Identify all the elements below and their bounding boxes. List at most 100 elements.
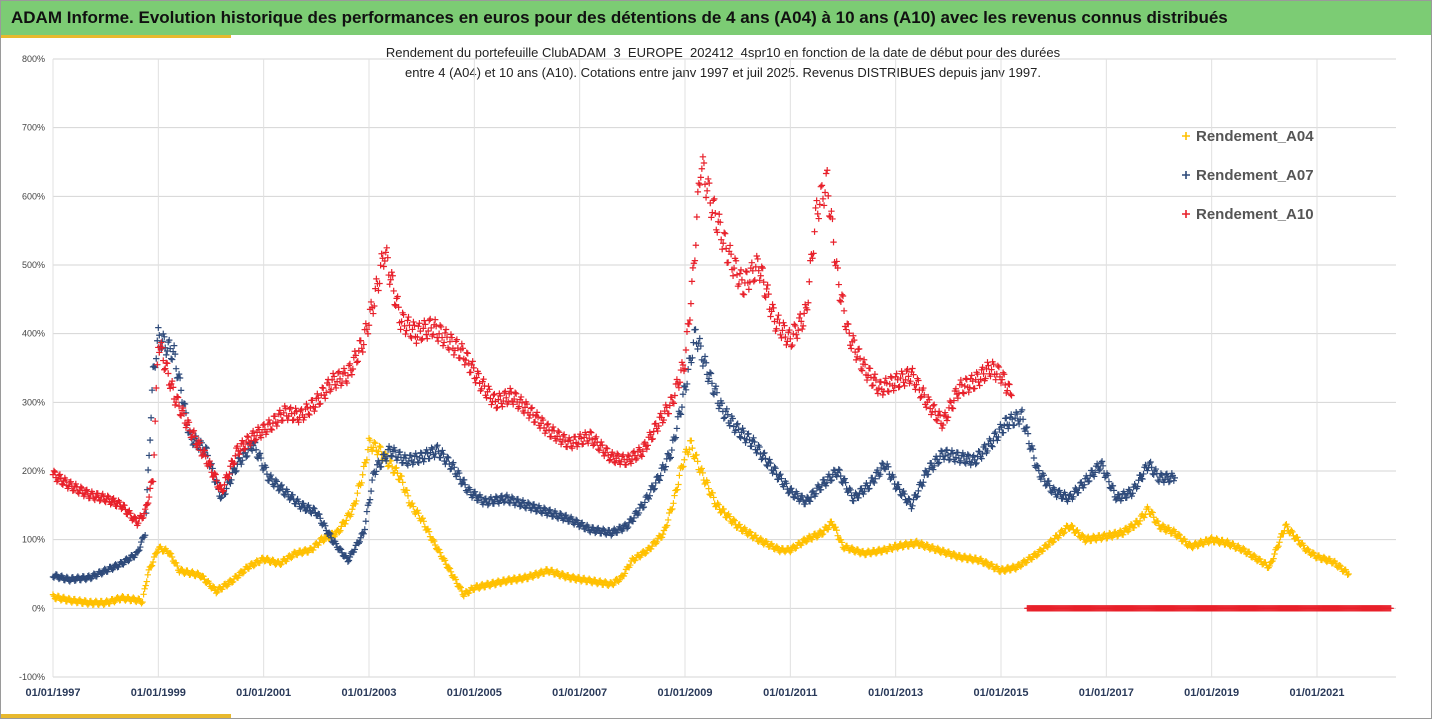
rendement_a10-point (161, 367, 167, 373)
y-tick-label: 600% (22, 191, 45, 201)
rendement_a10-point (320, 385, 326, 391)
rendement_a04-point (145, 572, 151, 578)
rendement_a10-point (389, 269, 395, 275)
rendement_a04-point (144, 578, 150, 584)
rendement_a10-point (387, 281, 393, 287)
rendement_a10-point (818, 184, 824, 190)
rendement_a07-point (836, 466, 842, 472)
rendement_a10-point (341, 365, 347, 371)
y-tick-label: 800% (22, 54, 45, 64)
rendement_a10-point (709, 209, 715, 215)
rendement_a07-point (764, 463, 770, 469)
rendement_a07-point (151, 363, 157, 369)
rendement_a07-point (994, 437, 1000, 443)
rendement_a10-point (875, 390, 881, 396)
rendement_a07-point (273, 477, 279, 483)
rendement_a10-point (936, 408, 942, 414)
rendement_a07-point (155, 324, 161, 330)
rendement_a10-point (688, 300, 694, 306)
rendement_a07-point (485, 502, 491, 508)
rendement_a07-point (694, 346, 700, 352)
x-tick-label: 01/01/2001 (236, 687, 291, 699)
rendement_a10-point (392, 303, 398, 309)
rendement_a10-point (716, 211, 722, 217)
rendement_a10-point (555, 428, 561, 434)
rendement_a10-point (397, 326, 403, 332)
data-points (50, 154, 1394, 612)
rendement_a04-point (369, 448, 375, 454)
rendement_a07-point (702, 353, 708, 359)
rendement_a07-point (915, 488, 921, 494)
rendement_a10-point (319, 384, 325, 390)
chart-subtitle: entre 4 (A04) et 10 ans (A10). Cotations… (405, 65, 1041, 80)
rendement_a07-point (148, 415, 154, 421)
rendement_a07-point (169, 356, 175, 362)
rendement_a10-point (778, 335, 784, 341)
rendement_a10-point (437, 322, 443, 328)
rendement_a10-point (623, 462, 629, 468)
rendement_a04-point (675, 481, 681, 487)
rendement_a10-point (821, 202, 827, 208)
rendement_a04-point (349, 506, 355, 512)
rendement_a07-point (679, 404, 685, 410)
y-tick-label: 400% (22, 329, 45, 339)
rendement_a10-point (311, 408, 317, 414)
rendement_a10-point (550, 424, 556, 430)
rendement_a07-point (734, 420, 740, 426)
rendement_a10-point (813, 197, 819, 203)
legend: Rendement_A04Rendement_A07Rendement_A10 (1182, 128, 1314, 223)
rendement_a10-point (917, 395, 923, 401)
rendement_a10-point (413, 340, 419, 346)
rendement_a10-point (266, 417, 272, 423)
rendement_a10-point (812, 205, 818, 211)
rendement_a10-point (744, 269, 750, 275)
rendement_a04-point (389, 464, 395, 470)
rendement_a10-point (825, 193, 831, 199)
rendement_a07-point (748, 443, 754, 449)
legend-label: Rendement_A07 (1196, 167, 1314, 184)
rendement_a04-point (689, 445, 695, 451)
y-tick-label: 200% (22, 466, 45, 476)
rendement_a10-point (811, 228, 817, 234)
rendement_a07-point (685, 366, 691, 372)
rendement_a04-point (681, 457, 687, 463)
x-tick-label: 01/01/2007 (552, 687, 607, 699)
rendement_a10-point (593, 434, 599, 440)
rendement_a07-point (1016, 421, 1022, 427)
rendement_a10-point (872, 371, 878, 377)
y-tick-label: 500% (22, 260, 45, 270)
rendement_a10-point (799, 326, 805, 332)
rendement_a10-point (730, 273, 736, 279)
rendement_a10-point (365, 331, 371, 337)
rendement_a07-point (1031, 455, 1037, 461)
rendement_a04-point (142, 582, 148, 588)
rendement_a10-point (459, 341, 465, 347)
rendement_a10-point (305, 411, 311, 417)
rendement_a10-point (723, 245, 729, 251)
rendement_a10-point (830, 239, 836, 245)
rendement_a10-point (867, 365, 873, 371)
rendement_a10-point (702, 181, 708, 187)
rendement_a10-point (526, 415, 532, 421)
legend-marker (1182, 171, 1190, 179)
rendement_a10-point (964, 376, 970, 382)
gridlines (53, 59, 1396, 677)
x-tick-label: 01/01/2013 (868, 687, 923, 699)
rendement_a10-point (741, 291, 747, 297)
rendement_a10-point (465, 350, 471, 356)
rendement_a10-point (587, 428, 593, 434)
rendement_a07-point (145, 467, 151, 473)
rendement_a10-point (840, 293, 846, 299)
x-tick-label: 01/01/2005 (447, 687, 502, 699)
rendement_a10-point (307, 405, 313, 411)
rendement_a10-point (961, 390, 967, 396)
rendement_a10-point (764, 282, 770, 288)
rendement_a07-point (367, 496, 373, 502)
rendement_a04-point (670, 500, 676, 506)
x-tick-label: 01/01/2009 (657, 687, 712, 699)
rendement_a10-point (815, 211, 821, 217)
rendement_a10-point (767, 313, 773, 319)
rendement_a10-point (806, 279, 812, 285)
x-tick-label: 01/01/2021 (1289, 687, 1344, 699)
rendement_a10-point (837, 297, 843, 303)
